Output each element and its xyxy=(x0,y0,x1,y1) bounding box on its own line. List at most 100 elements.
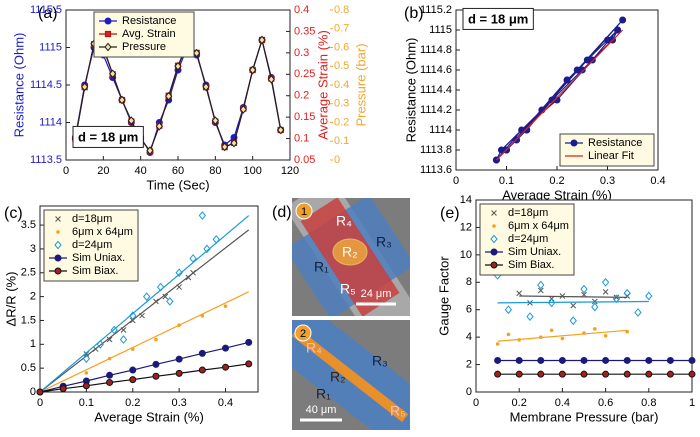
panel-label: (a) xyxy=(38,5,58,22)
legend-label: Pressure xyxy=(122,41,166,53)
y-tick-label: 8 xyxy=(466,276,472,288)
marker xyxy=(666,356,674,364)
marker xyxy=(602,370,610,378)
marker xyxy=(634,308,642,317)
marker xyxy=(580,370,588,378)
marker xyxy=(96,339,104,349)
resistor-label: R₁ xyxy=(314,259,329,275)
marker xyxy=(139,312,145,319)
legend-label: Sim Biax. xyxy=(72,265,118,277)
marker xyxy=(645,370,653,378)
marker xyxy=(604,36,611,44)
marker xyxy=(494,370,502,378)
marker xyxy=(84,371,89,375)
resistor-label: R₃ xyxy=(376,234,392,250)
marker xyxy=(537,356,545,364)
marker xyxy=(174,61,182,71)
region xyxy=(332,238,368,266)
y-tick-label: 12 xyxy=(460,221,472,233)
legend-label: 6μm x 64μm xyxy=(72,226,133,238)
annotation: d = 18 μm xyxy=(78,129,138,144)
x-tick-label: 0.1 xyxy=(499,175,514,187)
marker xyxy=(602,289,609,295)
marker xyxy=(612,294,621,304)
legend-marker xyxy=(490,248,498,256)
series-line xyxy=(495,29,624,161)
marker xyxy=(277,125,285,135)
annotation: d = 18 μm xyxy=(468,11,528,26)
legend-label: Resistance xyxy=(588,137,642,149)
marker xyxy=(198,366,206,374)
marker xyxy=(166,297,174,306)
panel-label: (c) xyxy=(4,205,23,222)
marker xyxy=(106,371,114,379)
marker xyxy=(582,331,586,335)
marker xyxy=(83,350,90,357)
x-axis-label: Average Strain (%) xyxy=(502,187,612,202)
marker xyxy=(212,235,220,244)
y-tick-label: 4 xyxy=(466,331,472,343)
y3-tick-label: 0.8 xyxy=(334,4,349,16)
y-tick-label: 0 xyxy=(466,386,472,398)
y-tick-label: 2 xyxy=(466,358,472,370)
marker xyxy=(602,356,610,364)
marker xyxy=(581,291,587,298)
legend-marker xyxy=(55,216,61,222)
y2-tick-label: 0.2 xyxy=(294,90,309,102)
y-tick-label: 3 xyxy=(30,243,36,255)
y-tick-label: 1114 xyxy=(429,124,452,136)
resistor-label: R₂ xyxy=(330,369,346,385)
marker xyxy=(245,338,253,346)
marker xyxy=(497,146,505,154)
x-tick-label: 1 xyxy=(689,397,695,409)
y3-tick-label: 0 xyxy=(334,154,340,166)
x-tick-label: 0.1 xyxy=(79,397,94,409)
x-tick-label: 0.3 xyxy=(600,175,615,187)
y2-tick-label: 0.15 xyxy=(294,111,315,123)
resistor-label: R₅ xyxy=(390,403,406,419)
marker xyxy=(569,316,577,326)
marker xyxy=(110,325,118,335)
marker xyxy=(249,65,257,75)
marker xyxy=(92,346,99,352)
y-tick-label: 14 xyxy=(460,194,472,206)
marker xyxy=(153,298,159,305)
legend-label: 6μm x 64μm xyxy=(508,220,569,232)
resistor-label: R₄ xyxy=(336,213,352,229)
y-tick-label: 1114.5 xyxy=(30,79,62,91)
x-tick-label: 0 xyxy=(473,397,479,409)
marker xyxy=(152,372,160,380)
marker xyxy=(190,269,196,276)
marker xyxy=(570,302,577,309)
marker xyxy=(619,16,627,24)
legend-label: d=24μm xyxy=(72,239,112,251)
legend-label: d=24μm xyxy=(508,233,548,245)
micrograph: (d) 1 R₄ R₂ R₃ R₁ R₅ 24 μm xyxy=(272,198,410,430)
legend-marker xyxy=(570,139,578,147)
marker xyxy=(526,312,534,321)
marker xyxy=(614,26,622,34)
annotation-box xyxy=(462,7,534,30)
y-tick-label: 1114.6 xyxy=(420,64,452,76)
fit-line xyxy=(39,215,250,393)
y-tick-label: 1114.2 xyxy=(420,104,452,116)
marker xyxy=(560,336,565,341)
legend-box xyxy=(559,133,655,167)
y3-axis-label: Pressure (bar) xyxy=(353,43,368,126)
y-tick-label: 10 xyxy=(460,249,472,261)
marker xyxy=(645,291,653,301)
x-tick-label: 0.2 xyxy=(125,397,140,409)
series-line xyxy=(39,341,249,393)
chart: (b) 0 0.1 0.2 0.3 0.4 1113.6 1113.8 1114 1114.2 11… xyxy=(403,4,665,203)
y-tick-label: 1113.5 xyxy=(30,154,62,166)
x-tick-label: 120 xyxy=(281,165,299,177)
x-tick-label: 0.4 xyxy=(650,175,665,187)
number-badge xyxy=(295,202,313,220)
marker xyxy=(177,323,181,328)
marker xyxy=(156,282,165,292)
marker xyxy=(109,69,117,79)
y-axis-label: Gauge Factor xyxy=(436,256,451,336)
marker xyxy=(127,116,135,126)
fit-line xyxy=(39,229,250,393)
